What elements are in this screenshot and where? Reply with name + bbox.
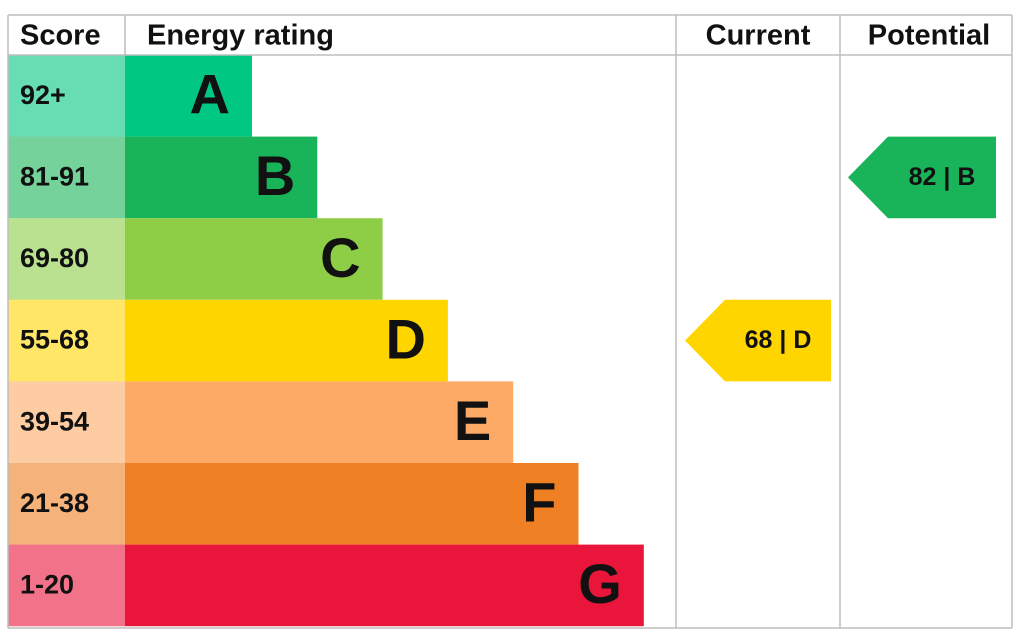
score-cell bbox=[8, 544, 125, 627]
rating-letter: G bbox=[578, 552, 622, 615]
current-arrow bbox=[685, 299, 831, 382]
score-cell bbox=[8, 381, 125, 463]
score-range: 92+ bbox=[20, 80, 66, 110]
rating-bar bbox=[125, 136, 318, 219]
score-range: 81-91 bbox=[20, 162, 89, 192]
score-cell bbox=[8, 218, 125, 300]
header-current: Current bbox=[706, 20, 811, 52]
score-cell bbox=[8, 55, 125, 137]
rating-letter: D bbox=[385, 307, 425, 370]
score-range: 1-20 bbox=[20, 570, 74, 600]
score-range: 21-38 bbox=[20, 488, 89, 518]
score-tint bbox=[8, 55, 125, 137]
rating-letter: F bbox=[522, 471, 556, 534]
rating-letter: E bbox=[454, 389, 491, 452]
current-label: 68 | D bbox=[745, 326, 812, 354]
header-score: Score bbox=[20, 20, 101, 52]
score-cell bbox=[8, 136, 125, 219]
bands: 92+ A 81-91 B 69-80 C 55-68 D 39-54 E 21-38 F 1-20 G bbox=[8, 55, 644, 627]
score-tint bbox=[8, 463, 125, 545]
score-tint bbox=[8, 544, 125, 627]
score-range: 39-54 bbox=[20, 406, 89, 436]
rating-bar bbox=[125, 381, 514, 463]
rating-letter: A bbox=[190, 63, 230, 126]
score-tint bbox=[8, 136, 125, 219]
header-potential: Potential bbox=[868, 20, 990, 52]
rating-letter: B bbox=[255, 144, 295, 207]
rating-bar bbox=[125, 463, 579, 545]
rating-bar bbox=[125, 55, 252, 137]
score-range: 55-68 bbox=[20, 325, 89, 355]
score-tint bbox=[8, 299, 125, 382]
header-rating: Energy rating bbox=[147, 20, 334, 52]
score-range: 69-80 bbox=[20, 243, 89, 273]
score-cell bbox=[8, 299, 125, 382]
rating-bar bbox=[125, 299, 448, 382]
rating-bar bbox=[125, 544, 644, 627]
score-tint bbox=[8, 218, 125, 300]
potential-label: 82 | B bbox=[909, 163, 976, 191]
rating-bar bbox=[125, 218, 383, 300]
score-cell bbox=[8, 463, 125, 545]
rating-letter: C bbox=[320, 226, 360, 289]
score-tint bbox=[8, 381, 125, 463]
potential-arrow bbox=[848, 136, 996, 219]
